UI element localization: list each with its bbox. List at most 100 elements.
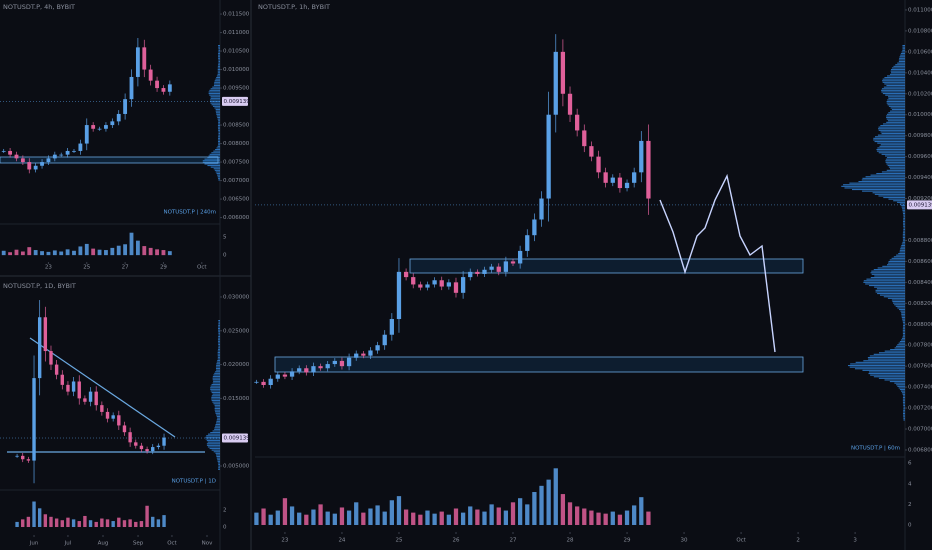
volume-profile-bar <box>217 174 220 176</box>
x-tick-label: 25 <box>395 538 402 544</box>
volume-profile-bar <box>903 221 905 223</box>
volume-profile-bar <box>849 366 905 368</box>
volume-profile-bar <box>215 424 220 426</box>
volume-profile-bar <box>886 115 905 117</box>
volume-profile-bar <box>217 417 220 419</box>
volume-profile-bar <box>212 379 220 381</box>
volume-profile-bar <box>213 451 220 453</box>
volume-profile-bar <box>207 446 220 448</box>
volume-profile-bar <box>888 261 905 263</box>
volume-profile-bar <box>892 301 905 303</box>
volume-profile-bar <box>212 393 220 395</box>
volume-profile-bar <box>217 176 220 178</box>
volume-profile-bar <box>217 358 220 360</box>
candle-body <box>389 319 394 335</box>
candle-body <box>129 76 134 100</box>
volume-profile-bar <box>218 347 220 349</box>
volume-profile-bar <box>901 392 905 394</box>
volume-profile-bar <box>895 64 905 66</box>
candle-body <box>116 113 121 122</box>
x-tick-label: 24 <box>338 538 345 544</box>
volume-profile-bar <box>897 62 905 64</box>
candle-body <box>596 156 601 173</box>
volume-profile-bar <box>855 361 905 363</box>
y-tick-label: 0.005000 <box>223 463 250 469</box>
volume-bar <box>49 516 53 528</box>
y-tick-label: 0.010500 <box>223 49 250 55</box>
volume-bar <box>510 502 516 525</box>
volume-profile-bar <box>873 269 905 271</box>
candle-body <box>52 154 57 159</box>
volume-profile-bar <box>899 389 905 391</box>
volume-profile-bar <box>897 385 905 387</box>
volume-bar <box>100 518 104 528</box>
volume-tick-label: 2 <box>908 502 912 508</box>
volume-profile-bar <box>218 45 220 47</box>
volume-profile-bar <box>213 374 220 376</box>
volume-profile-bar <box>901 51 905 53</box>
volume-profile-bar <box>217 70 220 72</box>
x-tick-label: 30 <box>681 538 688 544</box>
volume-bar <box>496 507 501 525</box>
candle-body <box>539 198 544 220</box>
volume-profile-bar <box>218 59 220 61</box>
volume-bar <box>151 516 155 528</box>
volume-profile-bar <box>217 128 220 130</box>
volume-bar <box>475 509 480 525</box>
volume-profile-bar <box>902 46 905 48</box>
volume-profile-bar <box>218 57 220 59</box>
y-tick-label: 0.010400 <box>908 70 932 76</box>
candle-body <box>646 140 651 199</box>
volume-profile-bar <box>216 454 220 456</box>
volume-bar <box>122 520 127 528</box>
y-tick-label: 0.006800 <box>908 447 932 453</box>
y-tick-label: 0.008800 <box>908 238 932 244</box>
volume-bar <box>582 508 587 525</box>
volume-profile-bar <box>212 105 220 107</box>
volume-profile-bar <box>214 80 220 82</box>
volume-profile-bar <box>903 216 905 218</box>
candle-body <box>489 266 494 270</box>
volume-profile-bar <box>902 48 905 50</box>
volume-profile-bar <box>903 403 905 405</box>
candle-body <box>59 154 64 156</box>
candle-body <box>475 271 480 274</box>
volume-profile-bar <box>882 80 905 82</box>
volume-profile-bar <box>899 249 905 251</box>
y-tick-label: 0.007600 <box>908 364 932 370</box>
volume-profile-bar <box>874 193 905 195</box>
volume-bar <box>517 498 523 525</box>
volume-profile-bar <box>218 324 220 326</box>
volume-profile-bar <box>213 150 220 152</box>
volume-profile-bar <box>882 81 905 83</box>
volume-profile-bar <box>902 336 905 338</box>
candle-body <box>14 154 19 159</box>
candle-body <box>453 282 459 293</box>
volume-profile-bar <box>882 265 905 267</box>
volume-bar <box>575 506 580 525</box>
volume-bar <box>482 511 487 525</box>
volume-profile-bar <box>218 133 220 135</box>
candle-body <box>1 150 6 152</box>
volume-profile-bar <box>902 241 905 243</box>
volume-profile-bar <box>212 376 220 378</box>
candle-body <box>37 317 42 379</box>
candle-body <box>582 130 587 147</box>
volume-profile-bar <box>902 326 905 328</box>
candle-body <box>46 158 51 163</box>
volume-bar <box>37 508 42 528</box>
candle-body <box>110 121 115 126</box>
volume-profile-bar <box>218 326 220 328</box>
volume-profile-bar <box>878 126 905 128</box>
volume-bar <box>282 498 288 525</box>
volume-profile-bar <box>217 340 220 342</box>
volume-profile-bar <box>851 189 905 191</box>
volume-profile-bar <box>218 464 220 466</box>
y-tick-label: 0.030000 <box>223 294 250 300</box>
candle-body <box>254 381 259 383</box>
volume-profile-bar <box>889 259 905 261</box>
volume-profile-bar <box>902 397 905 399</box>
volume-profile-bar <box>871 270 905 272</box>
candle-body <box>77 381 81 399</box>
volume-bar <box>468 506 473 525</box>
